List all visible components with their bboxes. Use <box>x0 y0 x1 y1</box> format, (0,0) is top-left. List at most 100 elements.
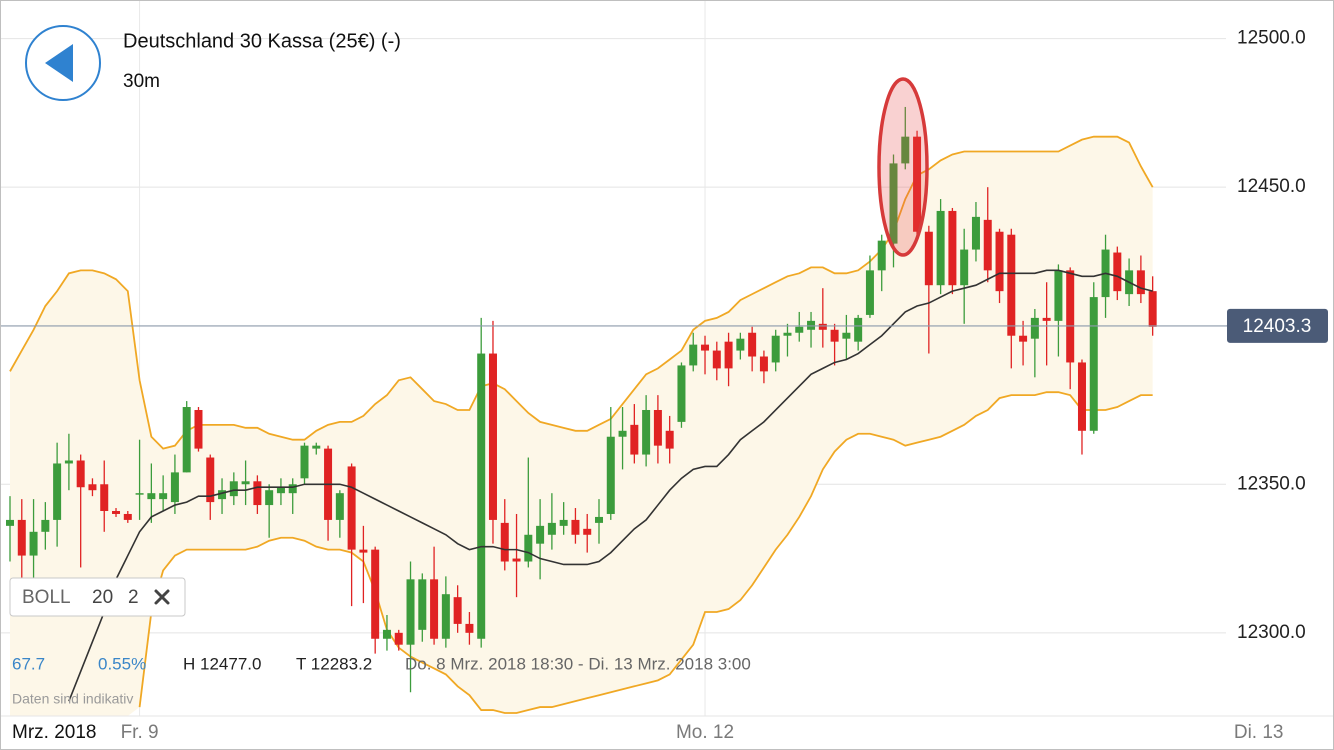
candle-body <box>1054 270 1063 321</box>
candle-body <box>253 481 262 506</box>
candle-body <box>394 632 403 645</box>
candle-body <box>748 332 757 357</box>
candle-body <box>182 407 191 473</box>
candle-body <box>1066 270 1075 363</box>
candle-body <box>960 249 969 286</box>
candle-body <box>135 493 144 495</box>
candle-body <box>865 270 874 315</box>
candle-body <box>854 317 863 342</box>
back-button-arrow[interactable] <box>45 44 73 82</box>
x-tick-label: Mo. 12 <box>676 722 734 743</box>
candle-body <box>465 623 474 633</box>
candle-body <box>689 344 698 366</box>
candle-body <box>288 484 297 494</box>
back-button[interactable] <box>25 25 101 101</box>
candle-body <box>123 513 132 520</box>
candle-body <box>359 549 368 553</box>
candle-body <box>500 522 509 562</box>
candle-body <box>241 481 250 485</box>
candle-body <box>606 436 615 514</box>
candle-body <box>6 519 14 526</box>
candle-body <box>76 460 85 488</box>
chart-title: Deutschland 30 Kassa (25€) (-) <box>123 30 401 52</box>
x-tick-label: Fr. 9 <box>121 722 159 743</box>
candle-body <box>701 344 710 351</box>
candle-body <box>618 430 627 437</box>
y-axis: 12300.0 12350.0 12450.0 12500.0 12403.3 <box>1226 28 1328 643</box>
candle-body <box>29 531 38 556</box>
candle-body <box>877 240 886 271</box>
candle-body <box>630 424 639 455</box>
candle-body <box>170 472 179 503</box>
candle-body <box>1042 317 1051 321</box>
data-note: Daten sind indikativ <box>12 691 133 707</box>
candle-body <box>159 493 168 500</box>
band-lower <box>138 391 1153 714</box>
candle-body <box>830 329 839 342</box>
candle-body <box>265 490 274 506</box>
candle-body <box>1030 317 1039 339</box>
candle-body <box>1007 234 1016 336</box>
candle-body <box>453 597 462 624</box>
candle-body <box>642 409 651 455</box>
candle-body <box>536 525 545 544</box>
candle-body <box>936 210 945 286</box>
plot-area <box>0 0 1226 716</box>
indicator-box-frame[interactable] <box>9 577 186 617</box>
candle-body <box>583 528 592 535</box>
candle-body <box>53 463 62 520</box>
candle-body <box>571 519 580 535</box>
candle-body <box>147 493 156 500</box>
y-tick-label: 12500.0 <box>1237 28 1306 49</box>
candle-body <box>524 534 533 562</box>
candle-body <box>913 136 922 232</box>
stat-high: H 12477.0 <box>183 654 261 673</box>
y-tick-label: 12450.0 <box>1237 176 1306 197</box>
candle-body <box>677 365 686 422</box>
candle-body <box>441 594 450 639</box>
y-tick-label: 12300.0 <box>1237 622 1306 643</box>
candle-body <box>300 445 309 479</box>
x-tick-label: Di. 13 <box>1234 722 1284 743</box>
candle-body <box>335 493 344 520</box>
candle-body <box>88 484 97 491</box>
last-price-box <box>1227 308 1328 343</box>
candle-body <box>712 350 721 369</box>
stat-range: Do. 8 Mrz. 2018 18:30 - Di. 13 Mrz. 2018… <box>405 654 751 673</box>
indicator-box[interactable]: BOLL 20 2 <box>9 577 186 617</box>
candle-body <box>901 136 910 164</box>
stat-change: 67.7 <box>12 654 45 673</box>
last-price-label: 12403.3 <box>1243 316 1312 337</box>
indicator-label: BOLL <box>22 587 71 608</box>
candle-body <box>418 579 427 630</box>
highlight-ellipse <box>877 77 929 257</box>
candle-body <box>1019 335 1028 342</box>
candle-body <box>736 338 745 351</box>
candle-body <box>312 445 321 449</box>
candle-body <box>276 487 285 494</box>
candle-body <box>771 335 780 363</box>
indicator-remove[interactable] <box>154 589 170 605</box>
candle-body <box>382 629 391 639</box>
candle-body <box>924 231 933 286</box>
candle-body <box>112 511 121 514</box>
candle-body <box>477 353 486 639</box>
candle-body <box>64 460 73 464</box>
indicator-stddev: 2 <box>128 587 139 608</box>
overlay: Deutschland 30 Kassa (25€) (-) 30m BOLL … <box>0 25 1334 717</box>
candle-body <box>889 163 898 244</box>
stat-low: T 12283.2 <box>296 654 372 673</box>
candle-body <box>41 519 50 532</box>
candle-body <box>547 522 556 535</box>
candle-body <box>430 579 439 639</box>
candle-body <box>665 430 674 449</box>
candle-body <box>1077 362 1086 431</box>
candle-body <box>559 519 568 526</box>
candle-body <box>218 490 227 500</box>
candle-body <box>206 457 215 503</box>
band-middle <box>68 269 1153 702</box>
candle-body <box>818 323 827 330</box>
candle-body <box>1148 291 1157 327</box>
candle-body <box>795 326 804 333</box>
